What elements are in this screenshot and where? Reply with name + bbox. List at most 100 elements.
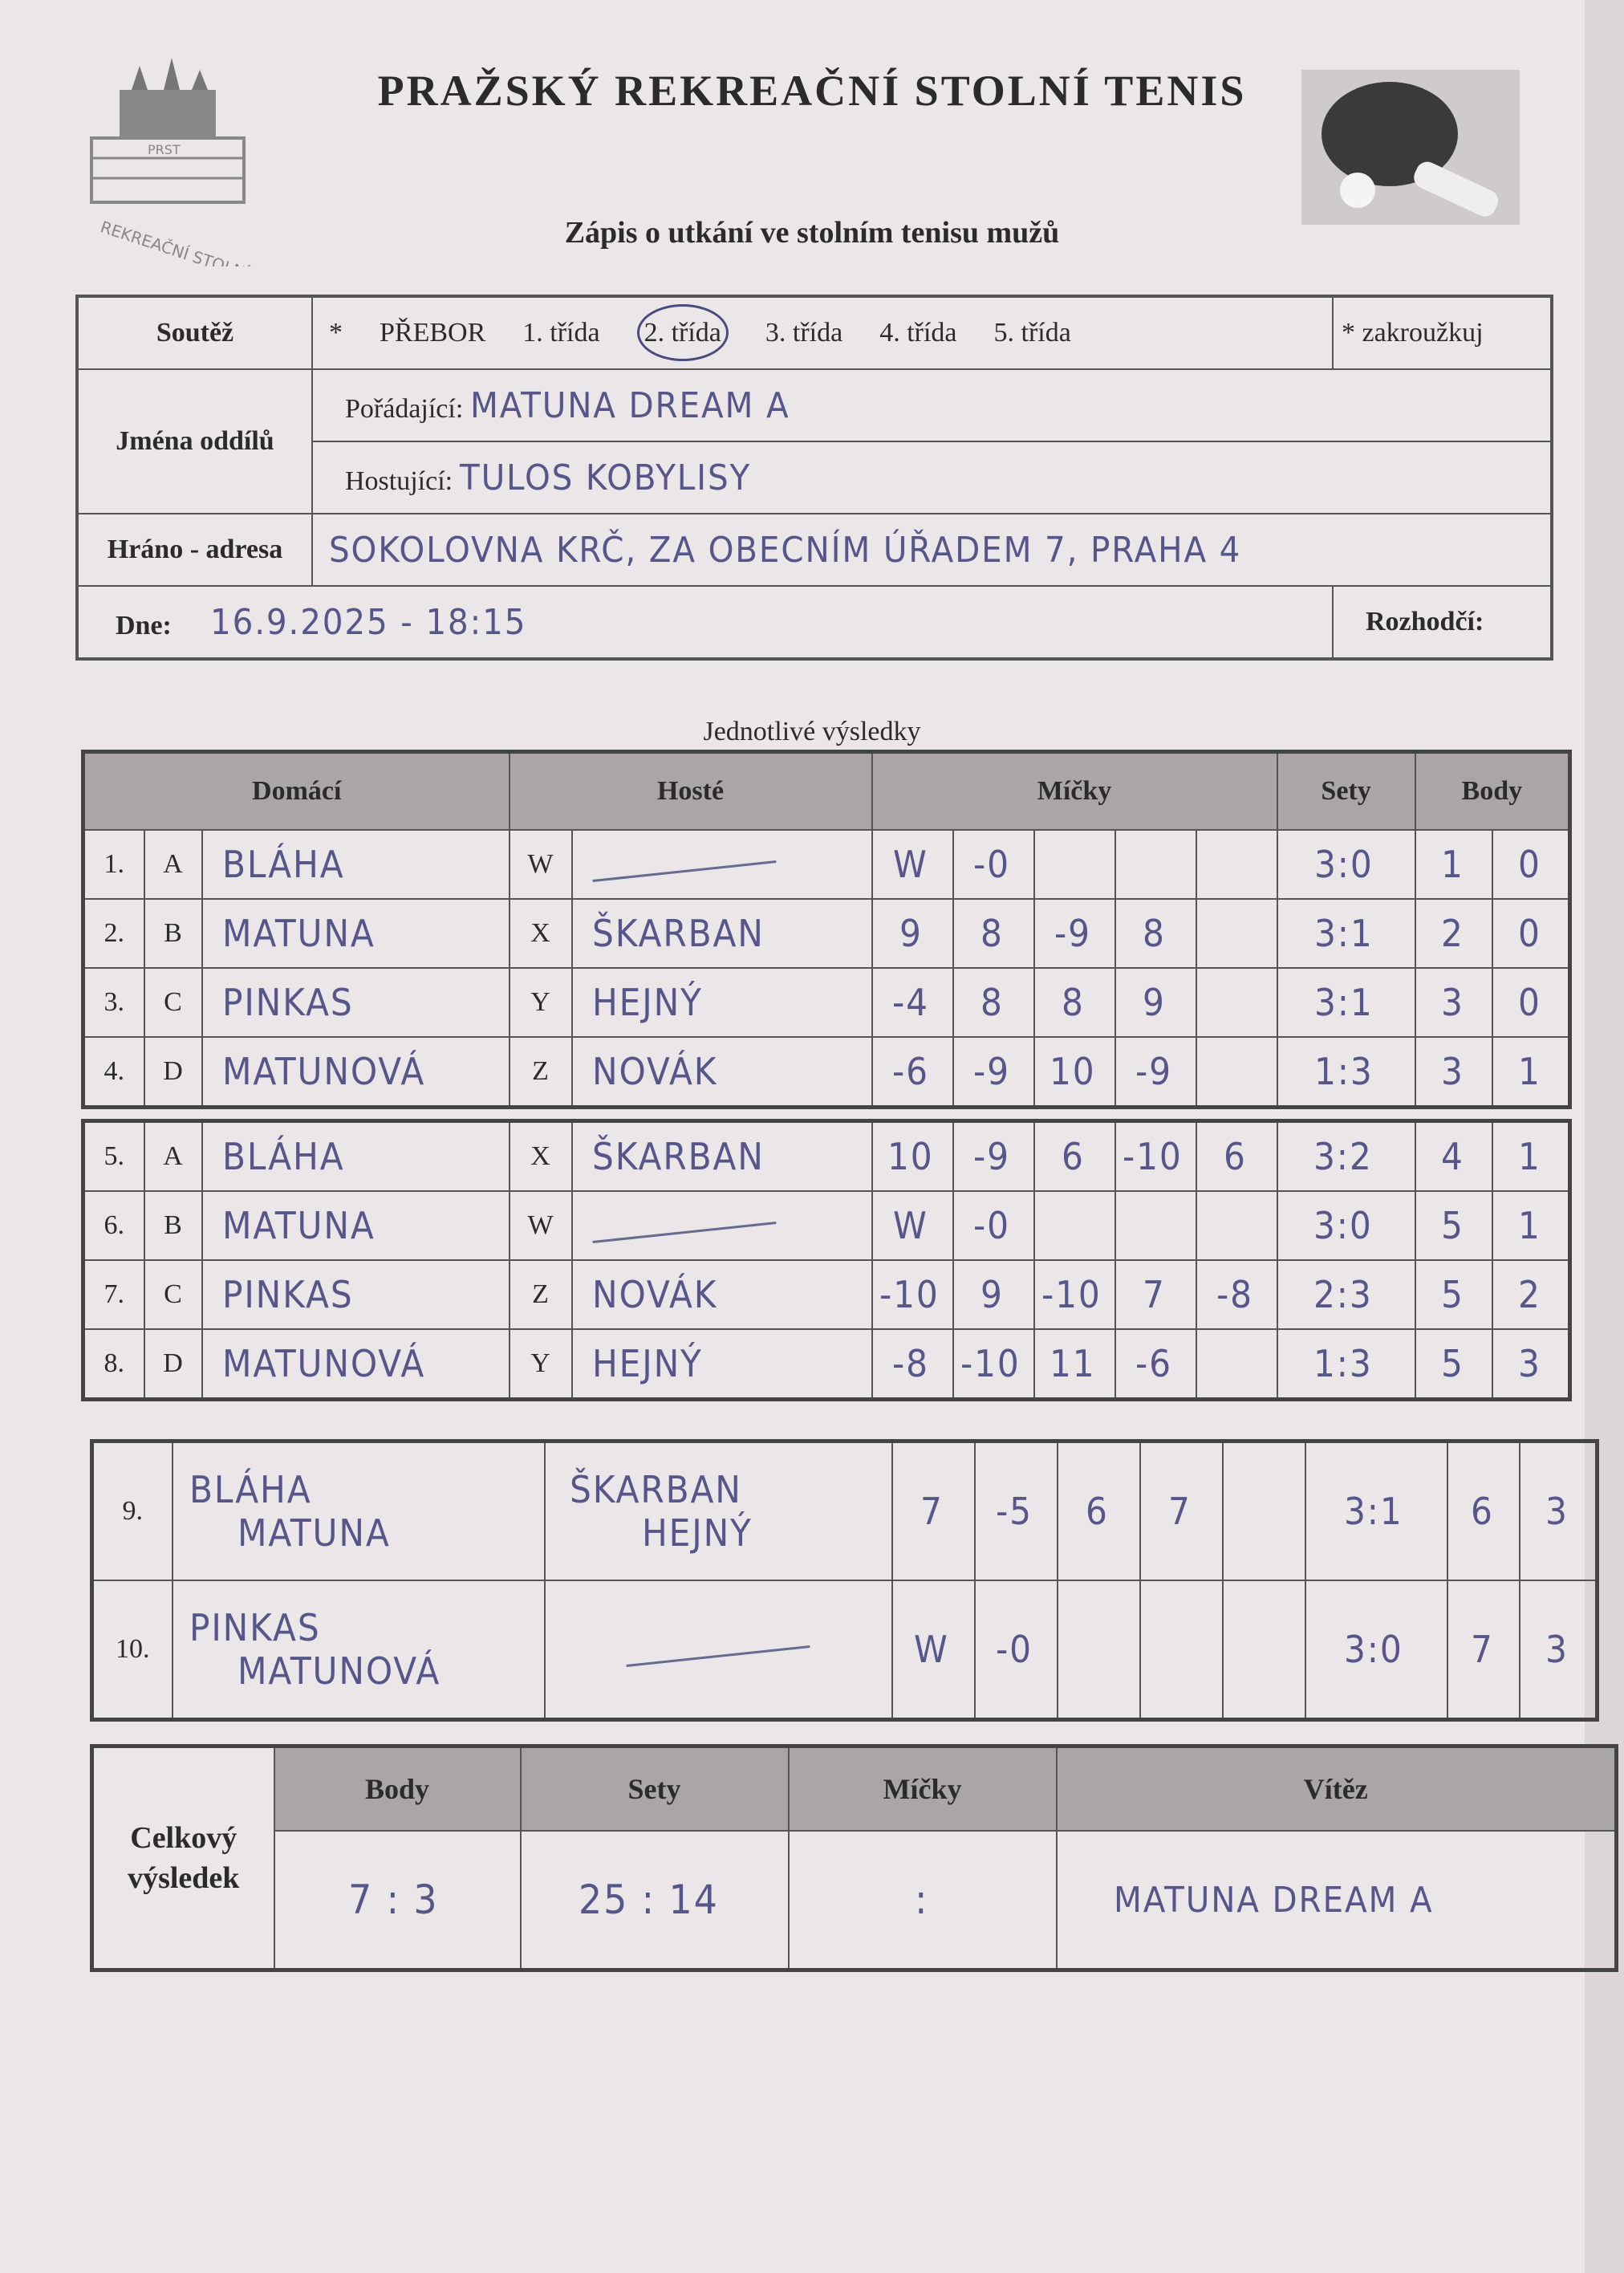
set-score[interactable]: 9 — [1143, 981, 1167, 1024]
running-points[interactable]: 1 — [1517, 1204, 1541, 1247]
set-score[interactable]: 8 — [1143, 912, 1167, 955]
sets-score[interactable]: 3:0 — [1313, 843, 1374, 886]
guest-player[interactable]: HEJNÝ — [591, 1342, 703, 1385]
running-points[interactable]: 1 — [1517, 1050, 1541, 1093]
running-points[interactable]: 4 — [1440, 1135, 1464, 1178]
set-score[interactable]: -9 — [1054, 912, 1091, 955]
set-score[interactable]: -8 — [892, 1342, 929, 1385]
sets-score[interactable]: 3:0 — [1343, 1628, 1403, 1671]
home-player[interactable]: MATUNA — [221, 912, 376, 955]
running-points[interactable]: 3 — [1545, 1490, 1569, 1533]
running-points[interactable]: 6 — [1470, 1490, 1494, 1533]
sets-score[interactable]: 2:3 — [1313, 1273, 1374, 1316]
set-score[interactable]: -9 — [973, 1135, 1010, 1178]
competition-option[interactable]: PŘEBOR — [380, 318, 486, 348]
total-sets-value[interactable]: 25 : 14 — [578, 1877, 719, 1923]
set-score[interactable]: 6 — [1086, 1490, 1110, 1533]
set-score[interactable]: -4 — [892, 981, 929, 1024]
set-score[interactable]: 7 — [1168, 1490, 1192, 1533]
set-score[interactable]: -6 — [1135, 1342, 1172, 1385]
running-points[interactable]: 7 — [1470, 1628, 1494, 1671]
set-score[interactable]: W — [893, 1204, 928, 1247]
running-points[interactable]: 0 — [1517, 843, 1541, 886]
home-player[interactable]: MATUNOVÁ — [221, 1342, 425, 1385]
home-player[interactable]: MATUNOVÁ — [221, 1050, 425, 1093]
running-points[interactable]: 0 — [1517, 981, 1541, 1024]
set-score[interactable]: -0 — [996, 1628, 1033, 1671]
home-player[interactable]: BLÁHA — [221, 843, 345, 886]
set-score[interactable]: W — [914, 1628, 949, 1671]
set-score[interactable]: 6 — [1062, 1135, 1086, 1178]
running-points[interactable]: 1 — [1440, 843, 1464, 886]
set-score[interactable]: 8 — [980, 981, 1005, 1024]
set-score[interactable]: 8 — [1062, 981, 1086, 1024]
home-club-value[interactable]: MATUNA DREAM A — [469, 384, 790, 426]
winner-value[interactable]: MATUNA DREAM A — [1113, 1879, 1433, 1921]
running-points[interactable]: 5 — [1440, 1273, 1464, 1316]
set-score[interactable]: -6 — [892, 1050, 929, 1093]
date-value[interactable]: 16.9.2025 - 18:15 — [210, 601, 527, 643]
running-points[interactable]: 5 — [1440, 1204, 1464, 1247]
total-balls-value[interactable]: : — [915, 1877, 929, 1923]
set-score[interactable]: 9 — [899, 912, 924, 955]
running-points[interactable]: 2 — [1440, 912, 1464, 955]
running-points[interactable]: 5 — [1440, 1342, 1464, 1385]
venue-value[interactable]: SOKOLOVNA KRČ, ZA OBECNÍM ÚŘADEM 7, PRAH… — [329, 529, 1242, 571]
competition-option[interactable]: 3. třída — [765, 318, 843, 348]
total-points-value[interactable]: 7 : 3 — [347, 1877, 439, 1923]
competition-option[interactable]: 5. třída — [993, 318, 1071, 348]
guest-player[interactable]: HEJNÝ — [591, 981, 703, 1024]
sets-score[interactable]: 3:1 — [1313, 912, 1374, 955]
set-score[interactable]: 9 — [980, 1273, 1005, 1316]
sets-score[interactable]: 3:1 — [1313, 981, 1374, 1024]
running-points[interactable]: 1 — [1517, 1135, 1541, 1178]
guest-player[interactable]: NOVÁK — [591, 1273, 717, 1316]
guest-club-value[interactable]: TULOS KOBYLISY — [459, 457, 751, 498]
set-score[interactable]: 10 — [1049, 1050, 1096, 1093]
sets-score[interactable]: 1:3 — [1313, 1050, 1374, 1093]
set-score[interactable]: 8 — [980, 912, 1005, 955]
home-player[interactable]: PINKAS — [221, 1273, 354, 1316]
home-player[interactable]: MATUNA — [221, 1204, 376, 1247]
running-points[interactable]: 2 — [1517, 1273, 1541, 1316]
sets-score[interactable]: 1:3 — [1313, 1342, 1374, 1385]
running-points[interactable]: 3 — [1517, 1342, 1541, 1385]
set-score[interactable]: 6 — [1224, 1135, 1248, 1178]
running-points[interactable]: 3 — [1440, 981, 1464, 1024]
sets-score[interactable]: 3:0 — [1313, 1204, 1374, 1247]
set-score[interactable]: -10 — [960, 1342, 1021, 1385]
home-player[interactable]: PINKAS — [221, 981, 354, 1024]
home-player[interactable]: PINKAS — [189, 1606, 321, 1649]
competition-option[interactable]: 4. třída — [879, 318, 957, 348]
set-score[interactable]: -8 — [1216, 1273, 1253, 1316]
set-score[interactable]: -5 — [996, 1490, 1033, 1533]
guest-player[interactable]: ŠKARBAN — [591, 912, 765, 955]
competition-option[interactable]: 2. třída — [636, 304, 729, 361]
running-points[interactable]: 3 — [1440, 1050, 1464, 1093]
set-score[interactable]: -10 — [879, 1273, 940, 1316]
set-score[interactable]: -10 — [1123, 1135, 1183, 1178]
set-score[interactable]: 7 — [920, 1490, 944, 1533]
set-score[interactable]: W — [893, 843, 928, 886]
set-score[interactable]: -10 — [1041, 1273, 1102, 1316]
guest-player[interactable]: NOVÁK — [591, 1050, 717, 1093]
running-points[interactable]: 3 — [1545, 1628, 1569, 1671]
home-player[interactable]: MATUNOVÁ — [237, 1649, 441, 1693]
set-score[interactable]: -0 — [973, 1204, 1010, 1247]
running-points[interactable]: 0 — [1517, 912, 1541, 955]
sets-score[interactable]: 3:2 — [1313, 1135, 1374, 1178]
set-score[interactable]: -9 — [1135, 1050, 1172, 1093]
guest-player[interactable]: ŠKARBAN — [569, 1468, 742, 1511]
guest-player[interactable]: HEJNÝ — [641, 1511, 753, 1555]
guest-player[interactable]: ŠKARBAN — [591, 1135, 765, 1178]
home-player[interactable]: BLÁHA — [189, 1468, 312, 1511]
set-score[interactable]: 7 — [1143, 1273, 1167, 1316]
competition-option[interactable]: 1. třída — [522, 318, 600, 348]
set-score[interactable]: 10 — [887, 1135, 934, 1178]
home-player[interactable]: BLÁHA — [221, 1135, 345, 1178]
home-player[interactable]: MATUNA — [237, 1511, 391, 1555]
sets-score[interactable]: 3:1 — [1343, 1490, 1403, 1533]
competition-option[interactable]: * — [329, 318, 343, 348]
set-score[interactable]: -0 — [973, 843, 1010, 886]
set-score[interactable]: -9 — [973, 1050, 1010, 1093]
